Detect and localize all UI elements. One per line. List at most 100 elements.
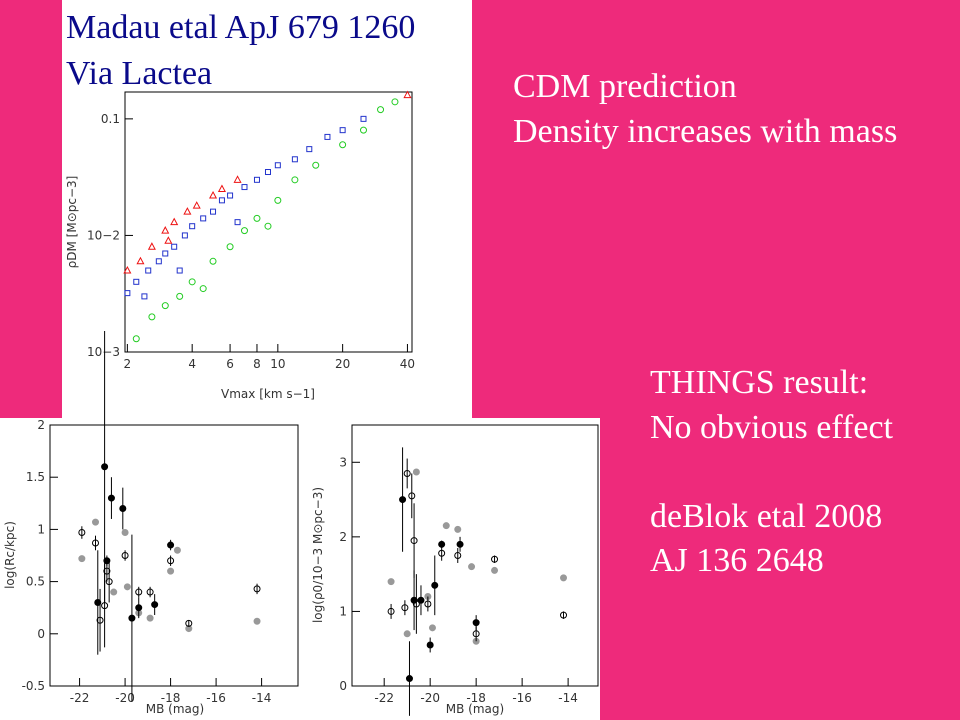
point <box>377 106 385 114</box>
point <box>410 537 418 545</box>
point <box>105 578 113 586</box>
reference: deBlok etal 2008 <box>650 498 882 535</box>
point <box>426 641 434 649</box>
point <box>167 567 175 575</box>
point <box>94 598 102 606</box>
point <box>110 588 118 596</box>
point <box>312 161 320 169</box>
point <box>391 98 399 106</box>
point <box>124 290 131 297</box>
point <box>151 601 159 609</box>
point <box>133 278 140 285</box>
point <box>135 588 143 596</box>
point <box>217 184 226 193</box>
point <box>208 190 218 199</box>
x-tick-label: -20 <box>420 691 440 705</box>
point <box>226 243 234 251</box>
point <box>135 604 143 612</box>
point <box>92 518 100 526</box>
x-tick-label: -16 <box>206 691 226 705</box>
point <box>468 563 476 571</box>
x-tick-label: 2 <box>124 357 132 371</box>
y-tick-label: -0.5 <box>22 679 45 693</box>
point <box>339 127 346 134</box>
x-tick-label: 40 <box>400 357 415 371</box>
point <box>199 285 207 293</box>
source: Via Lactea <box>66 55 212 92</box>
point <box>339 141 347 149</box>
point <box>291 176 299 184</box>
point <box>240 227 248 235</box>
x-tick-label: -14 <box>252 691 272 705</box>
point <box>227 192 234 199</box>
point <box>189 223 196 230</box>
x-axis-label: MB (mag) <box>446 702 504 716</box>
point <box>438 549 446 557</box>
point <box>291 156 298 163</box>
source: Madau etal ApJ 679 1260 <box>66 9 415 46</box>
y-tick-label: 10−3 <box>87 345 120 359</box>
point <box>424 600 432 608</box>
x-tick-label: -16 <box>512 691 532 705</box>
point <box>188 278 196 286</box>
result: No obvious effect <box>650 409 894 446</box>
y-axis-label: log(ρ0/10−3 M⊙pc−3) <box>311 487 325 623</box>
point <box>253 585 261 593</box>
claim: Density increases with mass <box>513 113 897 150</box>
point <box>136 256 145 265</box>
point <box>324 133 331 140</box>
point <box>410 596 418 604</box>
point <box>264 222 272 230</box>
point <box>412 468 420 476</box>
point <box>359 126 367 134</box>
point <box>123 265 132 274</box>
point <box>173 546 181 554</box>
x-axis-label: MB (mag) <box>146 702 204 716</box>
x-tick-label: -14 <box>558 691 578 705</box>
point <box>401 604 409 612</box>
reference: AJ 136 2648 <box>650 542 824 579</box>
point <box>264 169 271 176</box>
result: THINGS result: <box>650 364 868 401</box>
panel <box>0 418 600 720</box>
point <box>454 525 462 533</box>
point <box>209 257 217 265</box>
point <box>454 552 462 559</box>
point <box>438 540 446 548</box>
point <box>403 90 412 99</box>
y-tick-label: 0 <box>37 627 45 641</box>
point <box>431 581 439 589</box>
point <box>167 541 175 549</box>
point <box>103 557 111 565</box>
point <box>161 226 170 234</box>
x-tick-label: 6 <box>226 357 234 371</box>
point <box>234 219 241 226</box>
point <box>472 630 480 638</box>
point <box>387 607 395 615</box>
x-tick-label: -22 <box>70 691 90 705</box>
y-tick-label: 1 <box>339 604 347 618</box>
point <box>170 217 179 226</box>
point <box>155 258 162 265</box>
point <box>360 115 367 122</box>
point <box>132 335 140 343</box>
point <box>472 619 480 627</box>
y-tick-label: 0.1 <box>101 112 120 126</box>
point <box>405 675 413 683</box>
point <box>491 566 499 574</box>
point <box>253 617 261 625</box>
x-tick-label: 8 <box>253 357 261 371</box>
point <box>141 293 148 300</box>
point <box>456 540 464 548</box>
point <box>403 469 411 477</box>
point <box>403 630 411 638</box>
point <box>491 555 499 563</box>
point <box>560 611 568 619</box>
point <box>442 522 450 530</box>
panel <box>62 0 472 420</box>
y-axis-label: log(Rc/kpc) <box>3 521 17 589</box>
point <box>218 197 225 204</box>
point <box>560 574 568 582</box>
